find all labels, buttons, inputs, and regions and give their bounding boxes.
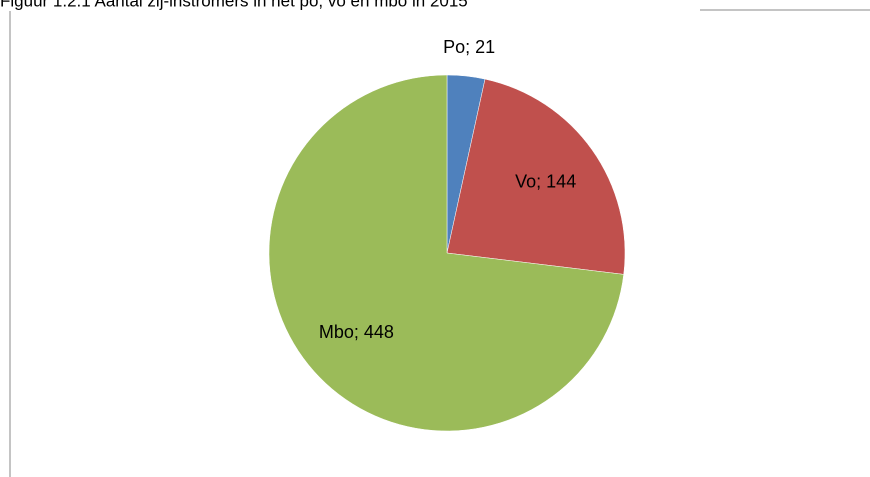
data-label: Po; 21 <box>443 37 495 57</box>
data-label: Mbo; 448 <box>319 322 394 342</box>
pie-slice <box>268 74 624 432</box>
title-background <box>0 0 700 11</box>
data-label: Vo; 144 <box>515 172 576 192</box>
pie-slice <box>446 78 626 275</box>
chart-title: Figuur 1.2.1 Aantal zij-instromers in he… <box>0 0 468 10</box>
